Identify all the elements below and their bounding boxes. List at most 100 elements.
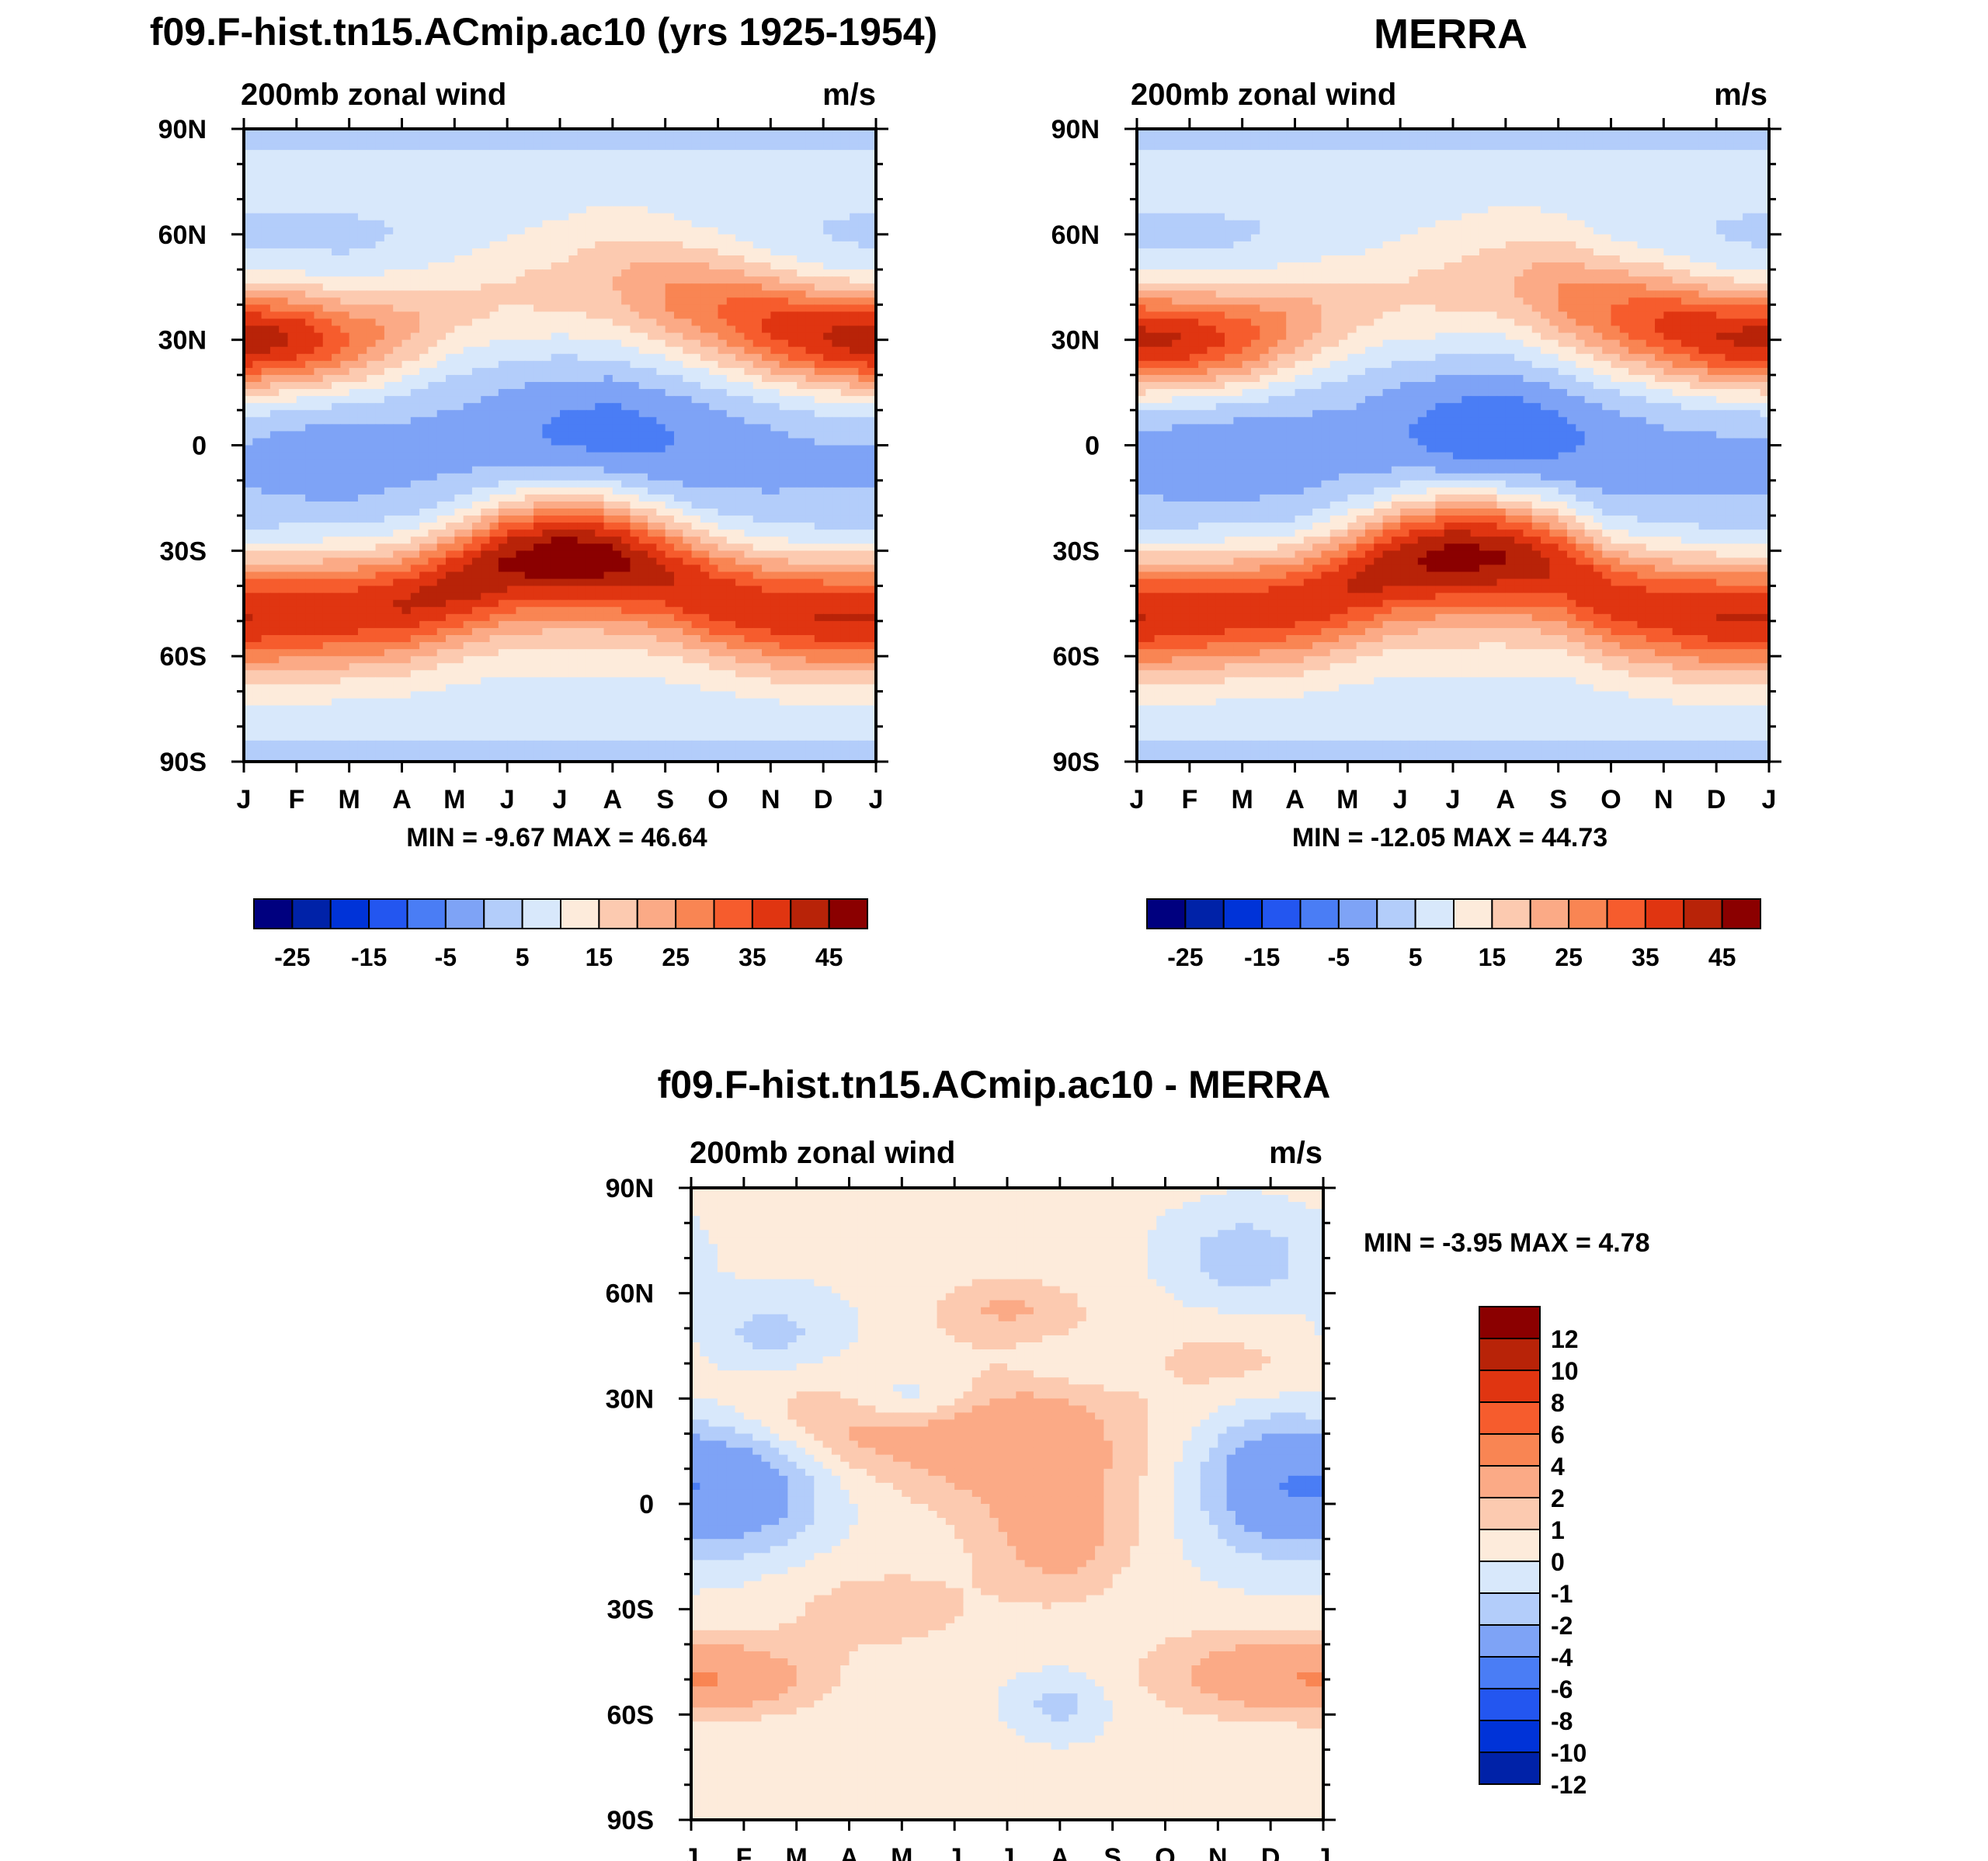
field-cell (656, 297, 666, 305)
field-cell (305, 613, 315, 622)
field-cell (577, 339, 587, 348)
field-cell (700, 297, 710, 305)
field-cell (797, 501, 807, 509)
field-cell (410, 346, 420, 355)
field-cell (471, 269, 481, 277)
field-cell (621, 480, 631, 488)
field-cell (735, 283, 746, 291)
field-cell (797, 262, 807, 270)
field-cell (709, 509, 719, 516)
field-cell (446, 606, 455, 615)
field-cell (410, 516, 420, 523)
field-cell (507, 578, 517, 587)
field-cell (603, 550, 613, 558)
field-cell (673, 578, 683, 587)
field-cell (463, 269, 473, 277)
field-cell (595, 157, 605, 165)
field-cell (349, 424, 359, 432)
field-cell (287, 445, 297, 453)
field-cell (735, 318, 746, 327)
field-cell (577, 564, 587, 573)
field-cell (340, 417, 350, 425)
field-cell (542, 248, 552, 256)
field-cell (665, 241, 675, 249)
field-cell (384, 424, 394, 432)
field-cell (332, 143, 341, 151)
field-cell (401, 501, 412, 509)
field-cell (832, 557, 842, 566)
field-cell (524, 571, 534, 580)
field-cell (823, 578, 833, 587)
field-cell (586, 529, 596, 537)
field-cell (744, 509, 754, 516)
field-cell (586, 473, 596, 481)
field-cell (797, 157, 807, 165)
field-cell (269, 494, 280, 502)
field-cell (779, 234, 789, 242)
field-cell (542, 599, 552, 608)
field-cell (560, 557, 569, 566)
field-cell (744, 585, 754, 594)
field-cell (322, 592, 332, 601)
field-cell (726, 283, 736, 291)
field-cell (867, 389, 877, 397)
field-cell (401, 585, 412, 594)
field-cell (586, 241, 596, 249)
field-cell (787, 592, 798, 601)
field-cell (577, 206, 587, 214)
field-cell (770, 480, 780, 488)
field-cell (340, 606, 350, 615)
field-cell (718, 304, 728, 313)
field-cell (560, 150, 569, 158)
field-cell (673, 529, 683, 537)
field-cell (436, 157, 447, 165)
field-cell (357, 473, 367, 481)
field-cell (393, 571, 403, 580)
field-cell (673, 206, 683, 214)
field-cell (269, 523, 280, 530)
field-cell (314, 262, 324, 270)
field-cell (349, 283, 359, 291)
field-cell (471, 431, 481, 439)
field-cell (516, 367, 526, 376)
field-cell (744, 389, 754, 397)
field-cell (481, 599, 491, 608)
field-cell (832, 311, 842, 320)
field-cell (700, 585, 710, 594)
field-cell (718, 206, 728, 214)
field-cell (673, 438, 683, 446)
field-cell (332, 325, 341, 334)
field-cell (419, 136, 429, 144)
field-cell (305, 360, 315, 369)
field-cell (595, 417, 605, 425)
field-cell (577, 592, 587, 601)
field-cell (762, 571, 771, 580)
field-cell (436, 529, 447, 537)
field-cell (507, 157, 517, 165)
field-cell (823, 262, 833, 270)
field-cell (726, 129, 736, 137)
field-cell (279, 473, 289, 481)
field-cell (726, 192, 736, 200)
field-cell (322, 445, 332, 453)
field-cell (314, 248, 324, 256)
field-cell (498, 213, 508, 221)
field-cell (630, 543, 640, 551)
field-cell (718, 557, 728, 566)
field-cell (867, 178, 877, 186)
field-cell (393, 550, 403, 558)
field-cell (805, 185, 815, 193)
field-cell (542, 367, 552, 376)
field-cell (252, 227, 262, 235)
field-cell (436, 178, 447, 186)
field-cell (287, 606, 297, 615)
field-cell (823, 318, 833, 327)
field-cell (340, 129, 350, 137)
field-cell (375, 311, 385, 320)
field-cell (551, 529, 561, 537)
field-cell (551, 297, 561, 305)
field-cell (287, 501, 297, 509)
field-cell (735, 571, 746, 580)
field-cell (779, 241, 789, 249)
field-cell (516, 389, 526, 397)
